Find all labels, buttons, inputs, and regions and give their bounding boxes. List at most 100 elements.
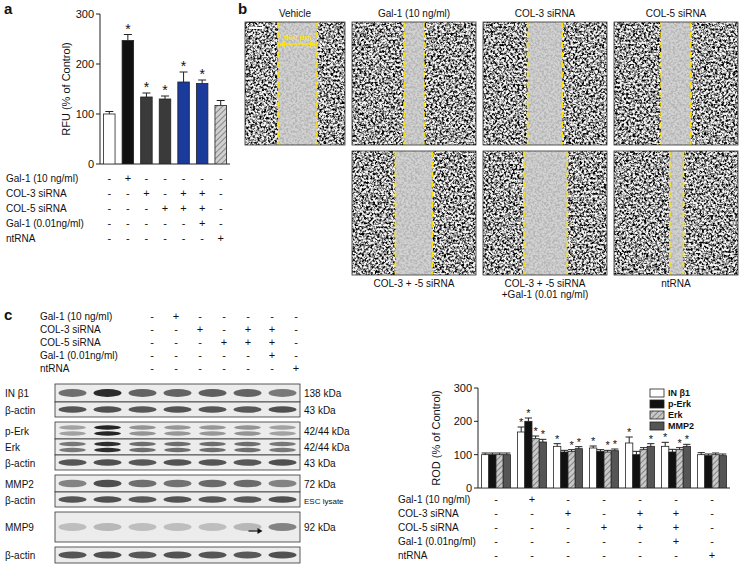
- error-cap: [496, 453, 503, 454]
- condition-sign: -: [294, 323, 298, 335]
- band: [94, 523, 122, 531]
- band: [269, 425, 296, 429]
- panel-label: a: [4, 0, 13, 17]
- blot-label: β-actin: [5, 495, 35, 506]
- legend-label: Erk: [668, 410, 684, 420]
- condition-sign: +: [173, 310, 179, 322]
- scratch-panel: b500 μmVehicleGal-1 (10 ng/ml)COL-3 siRN…: [238, 0, 738, 300]
- condition-sign: -: [566, 535, 570, 547]
- condition-label: Gal-1 (10 ng/ml): [40, 311, 112, 322]
- micrograph: [483, 151, 607, 275]
- bar: [482, 455, 489, 488]
- error-bar: [698, 453, 705, 455]
- condition-sign: +: [199, 217, 205, 229]
- error-cap: [719, 454, 726, 455]
- bar: [640, 450, 647, 488]
- y-axis: [478, 388, 479, 488]
- condition-sign: -: [219, 202, 223, 214]
- condition-label: COL-5 siRNA: [398, 522, 459, 533]
- blot-size: 138 kDa: [304, 388, 342, 399]
- image-title: COL-3 siRNA: [515, 8, 576, 19]
- band: [129, 425, 156, 429]
- significance-star: *: [199, 66, 205, 82]
- y-tick-label: 100: [76, 108, 94, 120]
- band: [164, 448, 191, 452]
- membrane: [55, 492, 300, 507]
- image-frame: [352, 151, 476, 275]
- band: [129, 448, 156, 452]
- blot-label: MMP9: [5, 522, 34, 533]
- wound-gap: [670, 151, 684, 275]
- significance-star: *: [663, 431, 668, 443]
- condition-sign: -: [126, 202, 130, 214]
- condition-sign: -: [246, 349, 250, 361]
- significance-star: *: [555, 433, 560, 445]
- condition-label: COL-5 siRNA: [6, 203, 67, 214]
- condition-sign: +: [162, 202, 168, 214]
- condition-sign: -: [150, 362, 154, 374]
- band: [164, 406, 192, 413]
- blot-strip: [55, 439, 300, 455]
- band: [199, 523, 227, 531]
- condition-sign: -: [638, 549, 642, 561]
- y-tick: [474, 488, 478, 489]
- condition-label: COL-3 siRNA: [6, 188, 67, 199]
- condition-sign: -: [219, 187, 223, 199]
- bar: [633, 455, 640, 488]
- band: [129, 523, 157, 531]
- y-tick-label: 200: [454, 415, 472, 427]
- condition-sign: +: [143, 187, 149, 199]
- condition-sign: -: [150, 310, 154, 322]
- image-bg: [352, 22, 476, 145]
- band: [269, 523, 297, 531]
- condition-sign: -: [674, 493, 678, 505]
- micrograph: [614, 151, 738, 275]
- condition-sign: +: [293, 362, 299, 374]
- band: [269, 448, 296, 452]
- condition-sign: -: [222, 323, 226, 335]
- error-bar: [633, 451, 640, 454]
- blot-size: ESC lysate: [304, 497, 344, 506]
- condition-sign: -: [145, 217, 149, 229]
- wound-gap: [278, 22, 317, 145]
- membrane: [55, 384, 300, 402]
- band: [199, 406, 227, 413]
- blot-label: β-actin: [5, 405, 35, 416]
- y-tick-label: 300: [76, 8, 94, 20]
- error-cap: [640, 447, 647, 448]
- wound-edge: [277, 22, 279, 145]
- legend-swatch: [650, 422, 664, 430]
- error-bar: [719, 454, 726, 456]
- significance-star: *: [577, 436, 582, 448]
- band: [59, 406, 87, 413]
- image-bg: [614, 151, 738, 275]
- membrane: [55, 439, 300, 455]
- scale-label: 500 μm: [284, 33, 312, 42]
- error-bar: [489, 453, 496, 455]
- band: [164, 480, 192, 487]
- condition-sign: +: [565, 507, 571, 519]
- error-bar: [561, 450, 568, 452]
- condition-sign: +: [197, 323, 203, 335]
- micrograph: [483, 22, 607, 145]
- legend-label: MMP2: [668, 421, 694, 431]
- band: [269, 442, 296, 446]
- band: [129, 496, 157, 503]
- image-title: +Gal-1 (0.01 ng/ml): [502, 289, 588, 300]
- blot-strip: [55, 492, 300, 507]
- legend-label: IN β1: [668, 388, 690, 398]
- bar: [561, 452, 568, 488]
- significance-star: *: [144, 79, 150, 95]
- error-cap: [105, 111, 113, 112]
- wound-edge: [432, 151, 434, 275]
- significance-star: *: [541, 428, 546, 440]
- condition-sign: -: [710, 535, 714, 547]
- band: [269, 389, 297, 397]
- chart: 0100200300ROD (% of Control)************…: [398, 382, 730, 561]
- condition-label: COL-3 siRNA: [398, 508, 459, 519]
- condition-sign: +: [269, 349, 275, 361]
- condition-sign: -: [163, 232, 167, 244]
- band: [234, 496, 262, 503]
- legend: IN β1p-ErkErkMMP2: [650, 388, 694, 431]
- image-title: COL-3 + -5 siRNA: [374, 278, 455, 289]
